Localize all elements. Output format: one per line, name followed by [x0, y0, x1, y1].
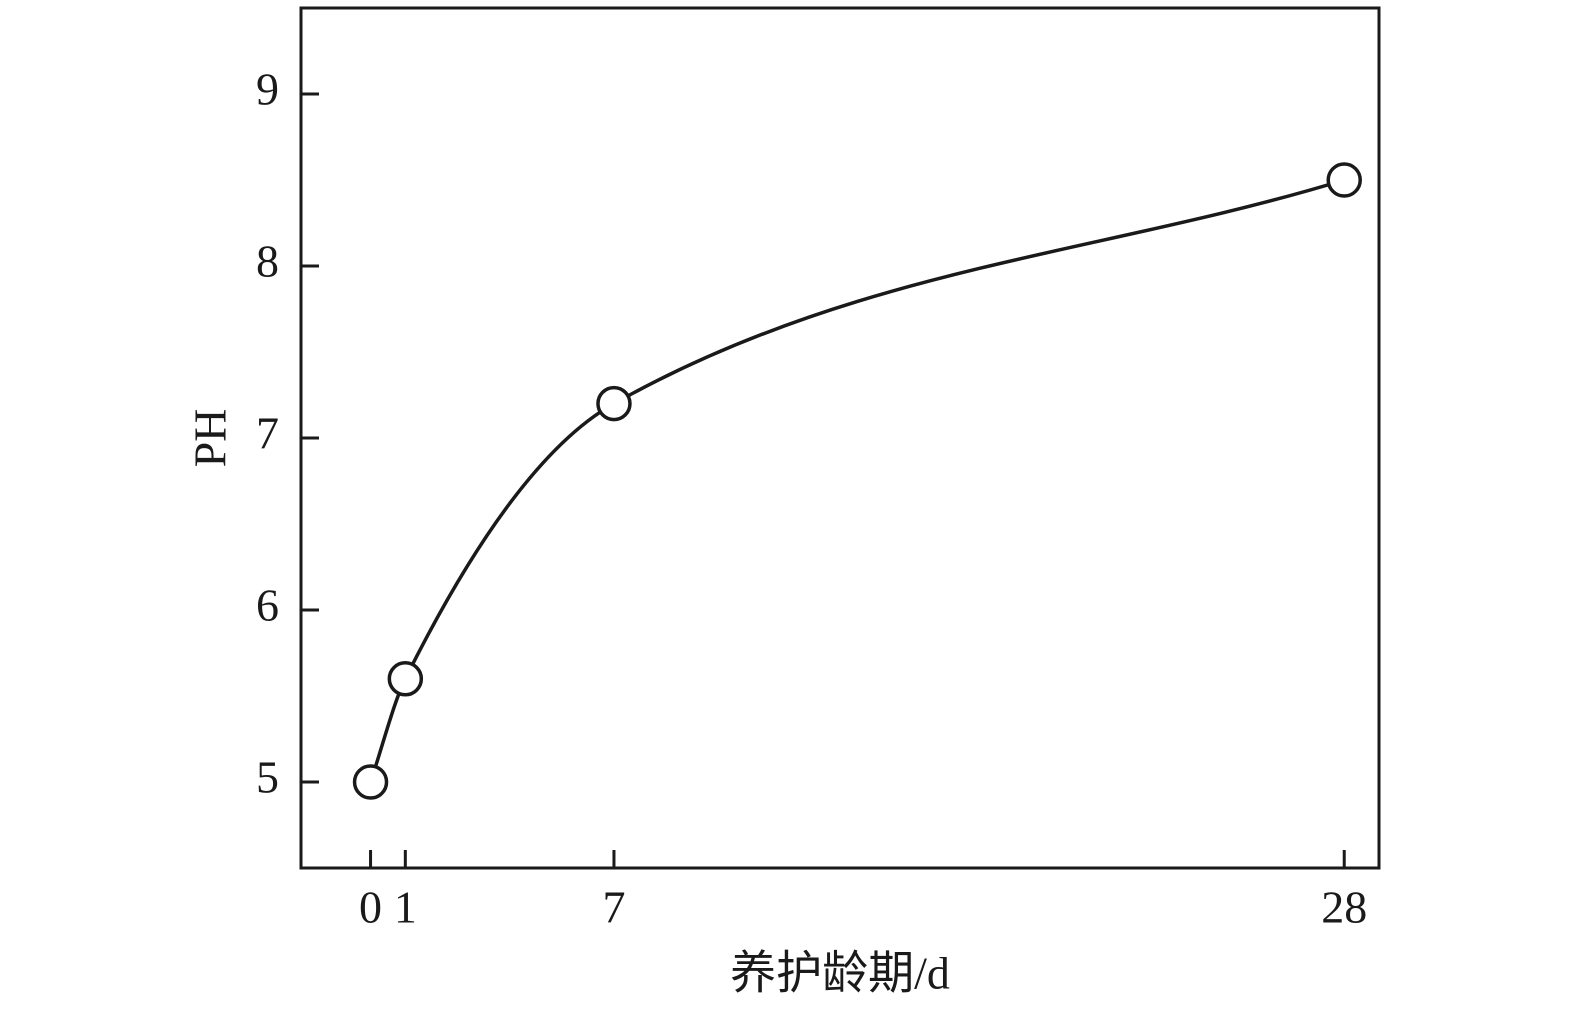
data-point: [387, 661, 424, 697]
y-tick-label: 7: [256, 408, 279, 459]
data-point: [1326, 162, 1362, 198]
data-point: [596, 385, 632, 422]
x-tick-label: 7: [602, 882, 625, 933]
x-tick-label: 0: [359, 882, 382, 933]
x-axis-label: 养护龄期/d: [730, 948, 950, 999]
y-tick-label: 8: [256, 236, 279, 287]
y-tick-label: 5: [256, 752, 279, 803]
data-line: [368, 178, 1345, 783]
y-axis-label: PH: [185, 409, 236, 468]
x-tick-label: 28: [1321, 882, 1367, 933]
x-tick-label: 1: [394, 882, 417, 933]
data-point: [352, 764, 389, 800]
plot-frame: [299, 6, 1381, 870]
y-tick-label: 9: [256, 64, 279, 115]
y-tick-label: 6: [256, 580, 279, 631]
